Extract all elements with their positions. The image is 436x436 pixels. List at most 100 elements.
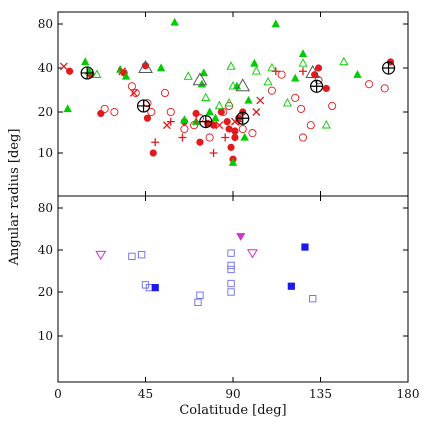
data-point <box>248 129 257 138</box>
series-filled-triangle <box>63 17 362 166</box>
data-point <box>81 57 90 66</box>
data-point <box>196 138 204 146</box>
data-point <box>227 249 235 257</box>
data-point <box>162 121 171 130</box>
data-point <box>197 79 207 88</box>
data-point <box>365 80 374 89</box>
data-point <box>95 250 107 261</box>
x-axis-title: Colatitude [deg] <box>179 403 286 418</box>
data-point <box>170 17 179 26</box>
data-point <box>227 279 235 288</box>
x-tick-label: 45 <box>138 387 153 401</box>
data-point <box>227 288 235 296</box>
x-tick-label: 0 <box>54 387 62 401</box>
data-point <box>192 72 208 86</box>
data-point <box>224 97 234 107</box>
data-point <box>306 121 315 130</box>
y-tick-label: 40 <box>38 61 53 75</box>
data-point <box>227 265 235 274</box>
data-point <box>136 99 151 113</box>
data-point <box>191 117 201 125</box>
data-point <box>151 284 159 292</box>
series-open-triangle-large <box>138 59 321 92</box>
data-point <box>223 118 231 126</box>
data-point <box>267 62 277 72</box>
data-point <box>180 115 189 124</box>
data-point <box>297 104 306 113</box>
y-tick-label: 40 <box>38 243 53 257</box>
data-point <box>267 86 276 95</box>
data-point <box>205 107 214 116</box>
data-point <box>160 88 169 97</box>
data-point <box>244 95 253 104</box>
series-filled-circle <box>66 58 395 163</box>
data-point <box>128 252 136 261</box>
data-point <box>322 84 330 93</box>
data-point <box>192 109 200 118</box>
series-open-circle-cross <box>80 61 396 129</box>
data-point <box>339 56 349 66</box>
x-tick-label: 180 <box>397 387 420 401</box>
bottom-panel: 10 20 40 80 <box>38 195 409 383</box>
data-point <box>166 107 175 117</box>
data-point <box>127 82 136 91</box>
data-point <box>190 121 199 130</box>
data-point <box>199 68 209 77</box>
data-point <box>143 114 152 122</box>
data-point <box>231 133 239 142</box>
data-point <box>199 115 213 129</box>
data-point <box>309 295 317 303</box>
data-point <box>149 149 157 157</box>
data-point <box>156 63 166 72</box>
data-point <box>263 77 273 86</box>
series-filled-square <box>151 243 309 292</box>
data-point <box>234 117 243 126</box>
data-point <box>301 243 309 251</box>
data-point <box>63 104 72 113</box>
data-point <box>298 49 308 58</box>
data-point <box>214 100 224 110</box>
data-point <box>221 133 230 142</box>
data-point <box>228 81 238 90</box>
y-tick-label: 80 <box>38 201 53 215</box>
data-point <box>299 67 307 76</box>
data-point <box>252 108 261 116</box>
data-point <box>353 70 362 78</box>
data-point <box>298 58 308 67</box>
data-point <box>183 71 193 80</box>
data-point <box>380 84 389 93</box>
series-open-triangle <box>92 56 349 129</box>
data-point <box>147 107 156 117</box>
series-cross-x <box>59 62 265 130</box>
data-point <box>240 132 249 141</box>
data-point <box>196 291 204 299</box>
data-point <box>251 66 261 75</box>
data-point <box>129 88 138 97</box>
data-point <box>271 67 280 76</box>
data-point <box>291 73 300 82</box>
data-point <box>232 81 242 90</box>
data-point <box>236 233 246 241</box>
data-point <box>231 127 239 135</box>
top-panel-frame <box>57 11 409 197</box>
data-point <box>194 298 202 306</box>
data-point <box>166 117 175 126</box>
data-point <box>211 113 220 122</box>
data-point <box>118 67 127 76</box>
series-open-down-triangle <box>95 249 258 261</box>
data-point <box>328 101 337 110</box>
data-point <box>277 70 286 79</box>
data-point <box>227 261 235 270</box>
y-tick-label: 10 <box>38 146 53 160</box>
data-point <box>138 59 153 73</box>
data-point <box>250 58 259 67</box>
data-point <box>235 78 251 92</box>
x-tick-label: 90 <box>225 387 240 401</box>
points-layer <box>59 17 396 166</box>
data-point <box>287 282 295 290</box>
data-point <box>97 109 105 118</box>
series-filled-down-triangle <box>236 233 246 241</box>
data-point <box>178 133 187 142</box>
data-point <box>66 67 74 75</box>
